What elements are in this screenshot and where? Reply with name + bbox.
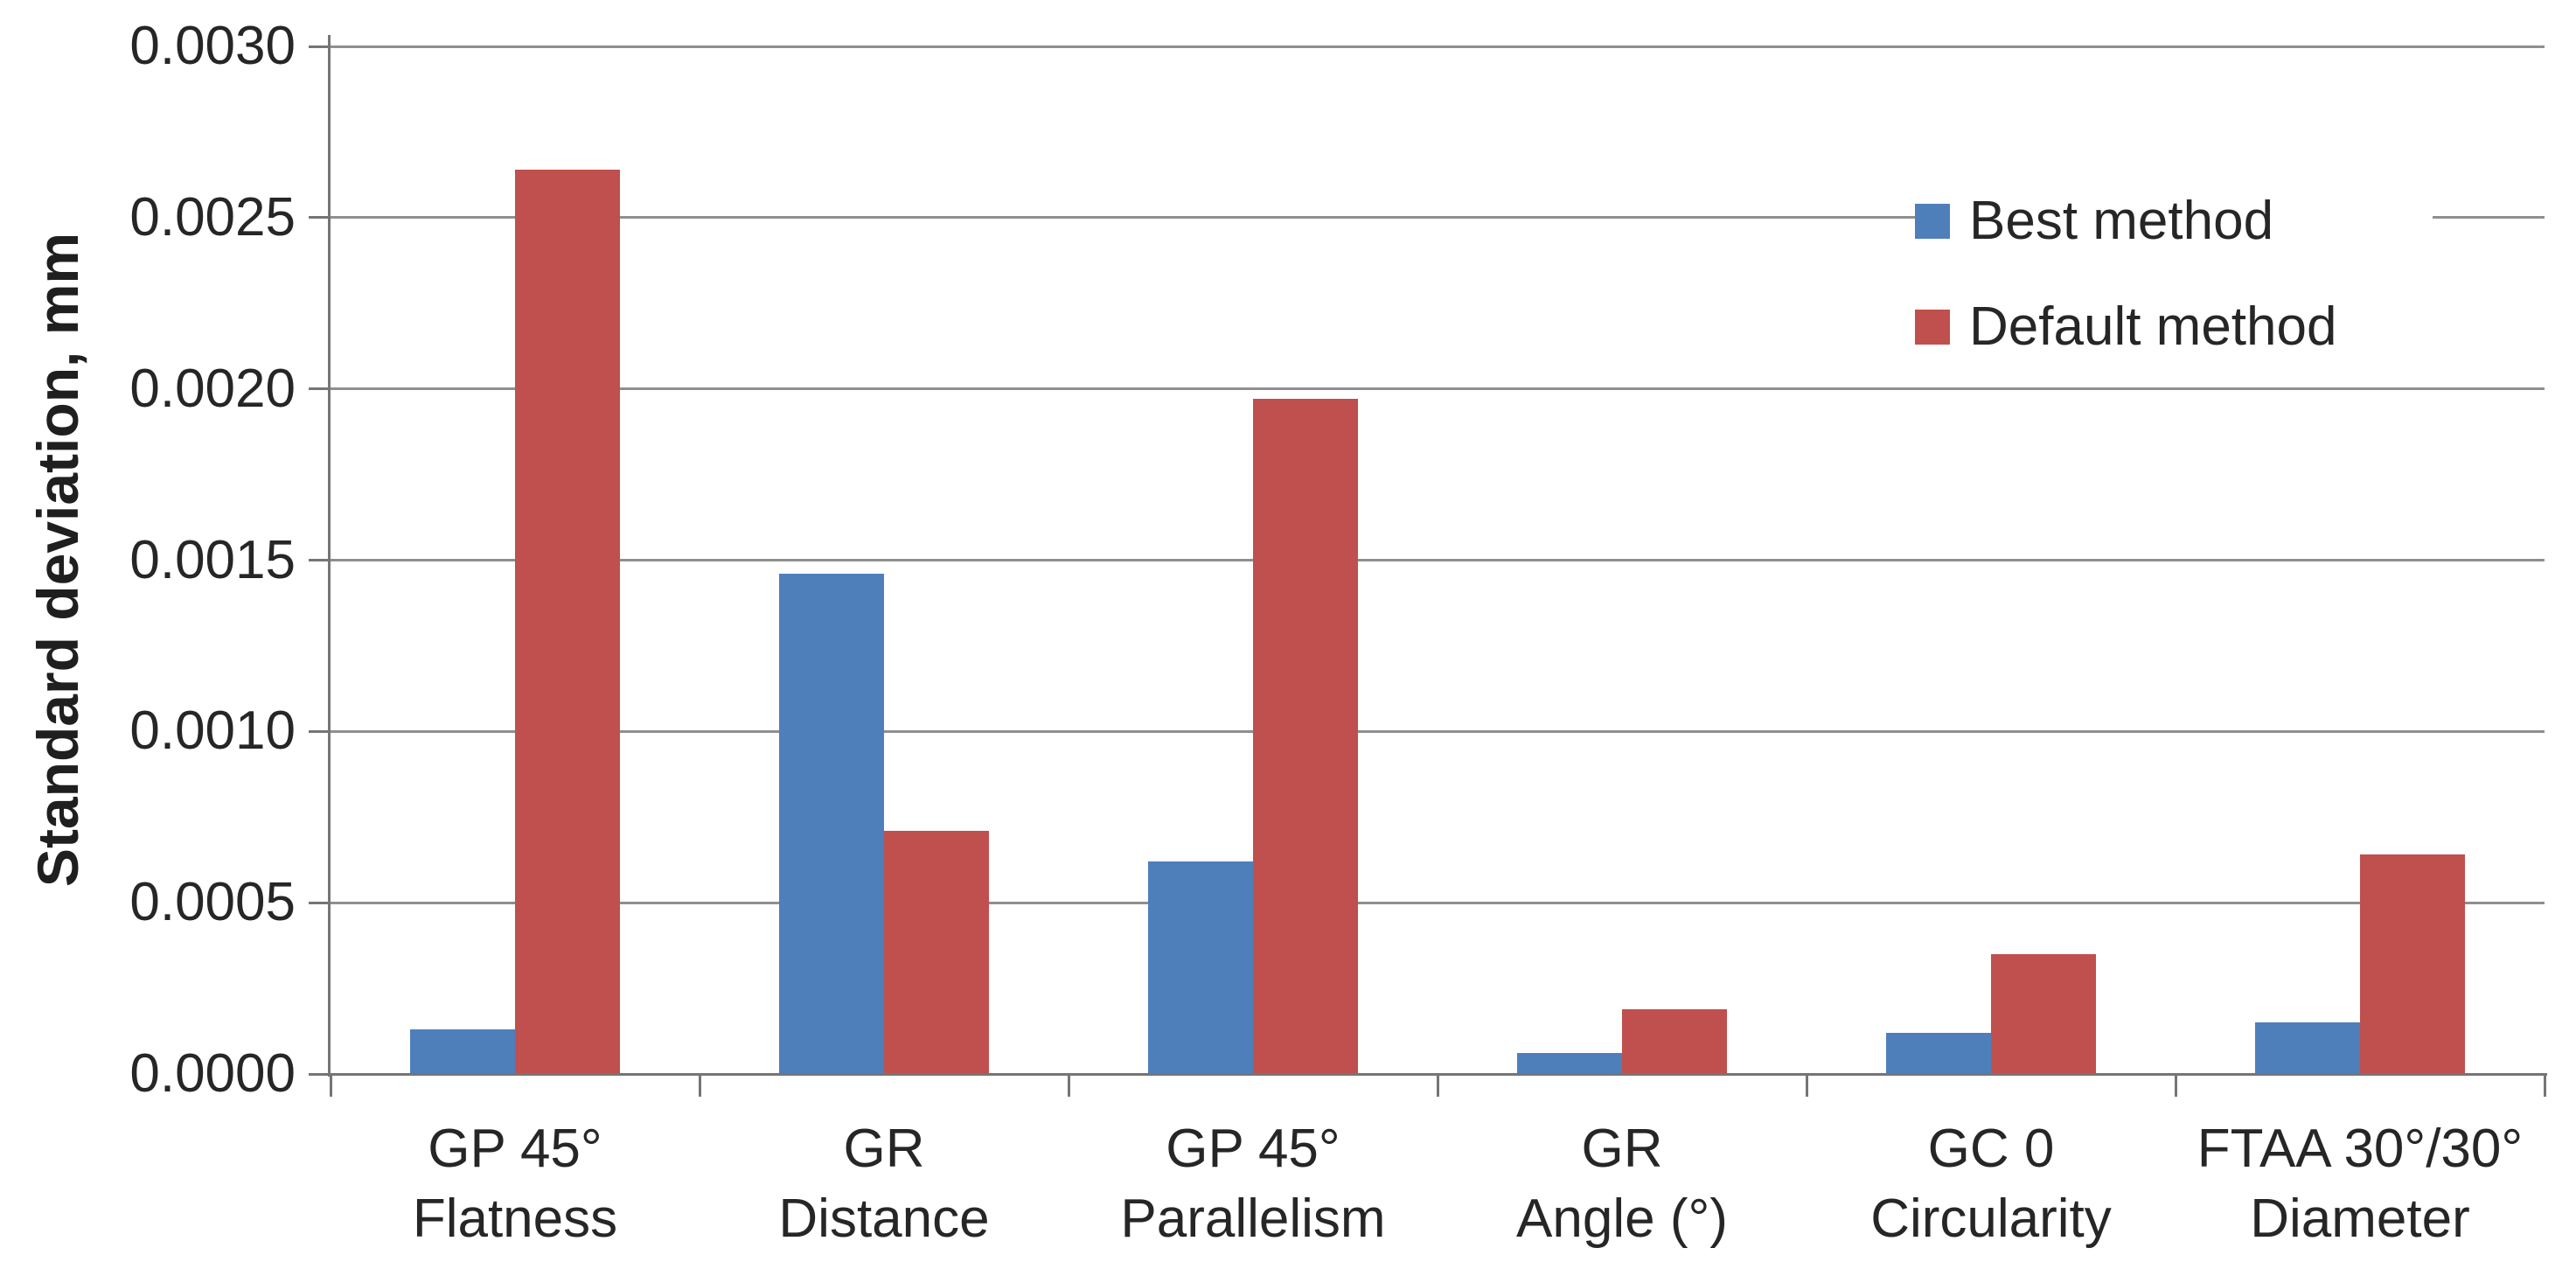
bar-default-method-gr-distance: [884, 831, 989, 1074]
x-category-label-line: Flatness: [412, 1189, 618, 1249]
y-tick-label-0.0025: 0.0025: [129, 186, 296, 248]
bar-default-method-ftaa-30-30-diameter: [2360, 854, 2465, 1074]
legend-label: Default method: [1969, 296, 2337, 357]
x-tick: [2543, 1074, 2546, 1097]
y-tick: [309, 216, 328, 220]
y-tick: [309, 1072, 328, 1076]
y-tick: [309, 901, 328, 904]
legend-item-default-method: Default method: [1915, 296, 2433, 358]
bar-default-method-gr-angle: [1622, 1009, 1727, 1074]
x-category-label-line: Parallelism: [1120, 1189, 1386, 1249]
x-category-label-line: Distance: [778, 1189, 990, 1249]
y-tick-label-0.0010: 0.0010: [129, 701, 296, 762]
x-category-label-line: Angle (°): [1516, 1189, 1728, 1249]
legend-item-best-method: Best method: [1915, 190, 2433, 252]
x-tick: [2174, 1074, 2177, 1097]
x-category-label-line: FTAA 30°/30°: [2197, 1119, 2524, 1179]
legend-label: Best method: [1969, 191, 2274, 251]
x-category-label-ftaa-30-30-diameter: FTAA 30°/30° Diameter: [2176, 1114, 2545, 1254]
bar-best-method-gr-angle: [1517, 1053, 1622, 1074]
y-tick: [309, 387, 328, 391]
y-axis-line: [328, 35, 331, 1077]
legend-swatch-icon: [1915, 203, 1950, 239]
legend: Best method Default method: [1915, 168, 2433, 380]
bar-default-method-gp-45-flatness: [515, 170, 620, 1074]
gridline-0.0015: [331, 559, 2545, 561]
gridline-0.0020: [331, 387, 2545, 391]
x-category-label-line: GP 45°: [428, 1119, 602, 1179]
gridline-0.0025: [331, 216, 2545, 220]
bar-best-method-ftaa-30-30-diameter: [2255, 1022, 2360, 1074]
x-category-label-gp-45-parallelism: GP 45° Parallelism: [1069, 1114, 1438, 1254]
bar-best-method-gr-distance: [779, 574, 884, 1074]
y-tick-label-0.0005: 0.0005: [129, 872, 296, 933]
x-category-label-line: GR: [1581, 1119, 1663, 1179]
x-category-label-line: GP 45°: [1166, 1119, 1340, 1179]
x-category-label-line: Circularity: [1870, 1189, 2112, 1249]
y-tick: [309, 559, 328, 561]
x-category-label-line: Diameter: [2250, 1189, 2470, 1249]
x-tick: [329, 1074, 332, 1097]
gridline-0.0010: [331, 729, 2545, 733]
x-tick: [698, 1074, 701, 1097]
x-category-label-gp-45-flatness: GP 45° Flatness: [331, 1114, 700, 1254]
x-tick: [1805, 1074, 1808, 1097]
x-tick: [1436, 1074, 1439, 1097]
x-category-label-gr-angle: GR Angle (°): [1438, 1114, 1807, 1254]
bar-default-method-gc-0-circularity: [1991, 954, 2096, 1074]
bar-best-method-gp-45-parallelism: [1148, 861, 1253, 1074]
bar-best-method-gp-45-flatness: [410, 1029, 515, 1074]
gridline-0.0030: [331, 45, 2545, 48]
x-category-label-gr-distance: GR Distance: [700, 1114, 1069, 1254]
x-category-label-line: GC 0: [1927, 1119, 2055, 1179]
legend-swatch-icon: [1915, 309, 1950, 345]
y-tick-label-0.0020: 0.0020: [129, 358, 296, 419]
x-category-label-line: GR: [843, 1119, 925, 1179]
y-tick-label-0.0015: 0.0015: [129, 529, 296, 590]
x-category-label-gc-0-circularity: GC 0 Circularity: [1807, 1114, 2176, 1254]
bar-best-method-gc-0-circularity: [1886, 1033, 1991, 1074]
gridline-0.0005: [331, 901, 2545, 904]
y-tick-label-0.0000: 0.0000: [129, 1043, 296, 1104]
x-tick: [1067, 1074, 1070, 1097]
y-tick: [309, 45, 328, 48]
y-tick: [309, 729, 328, 733]
bar-default-method-gp-45-parallelism: [1253, 399, 1358, 1074]
y-tick-label-0.0030: 0.0030: [129, 16, 296, 76]
